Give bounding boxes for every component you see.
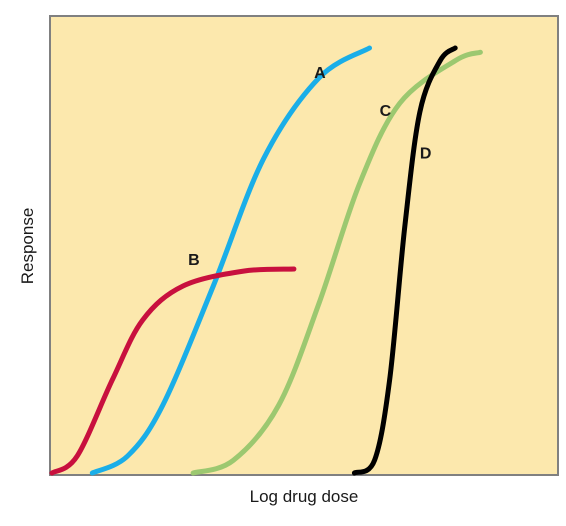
series-layer — [49, 45, 483, 476]
series-c-label: C — [380, 103, 392, 120]
series-b-line — [49, 266, 297, 476]
series-a-line — [89, 45, 373, 476]
series-d-line — [351, 45, 458, 476]
series-c-line — [190, 49, 483, 476]
x-axis-label: Log drug dose — [250, 487, 359, 506]
series-d-label: D — [420, 146, 432, 163]
series-b-label: B — [188, 252, 200, 269]
plot-area — [49, 15, 559, 476]
series-label-layer: A B C D — [188, 65, 431, 269]
y-axis-label: Response — [18, 208, 37, 285]
series-a-label: A — [314, 65, 326, 82]
